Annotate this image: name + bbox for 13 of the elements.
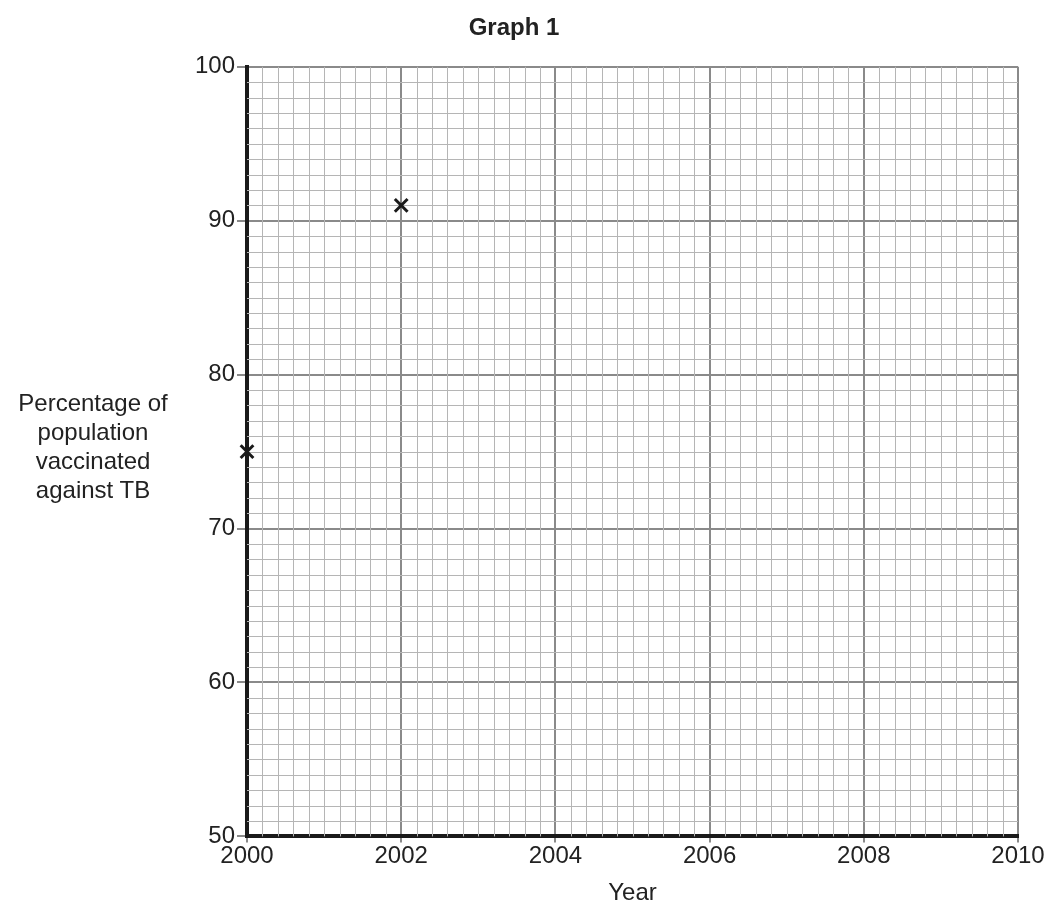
y-axis-title: Percentage of population vaccinated against TB bbox=[17, 388, 169, 504]
y-tick-label: 100 bbox=[194, 51, 235, 79]
x-axis-title: Year bbox=[608, 878, 657, 906]
x-tick-label: 2008 bbox=[837, 841, 891, 869]
x-tick-label: 2006 bbox=[682, 841, 737, 869]
x-tick-label: 2004 bbox=[528, 841, 583, 869]
x-tick-label: 2002 bbox=[374, 841, 428, 869]
y-tick-label: 90 bbox=[208, 205, 235, 233]
y-tick-label: 80 bbox=[208, 359, 235, 387]
chart-title: Graph 1 bbox=[468, 13, 560, 41]
y-tick-label: 60 bbox=[208, 667, 235, 695]
y-tick-label: 70 bbox=[208, 513, 235, 541]
x-tick-label: 2010 bbox=[991, 841, 1045, 869]
